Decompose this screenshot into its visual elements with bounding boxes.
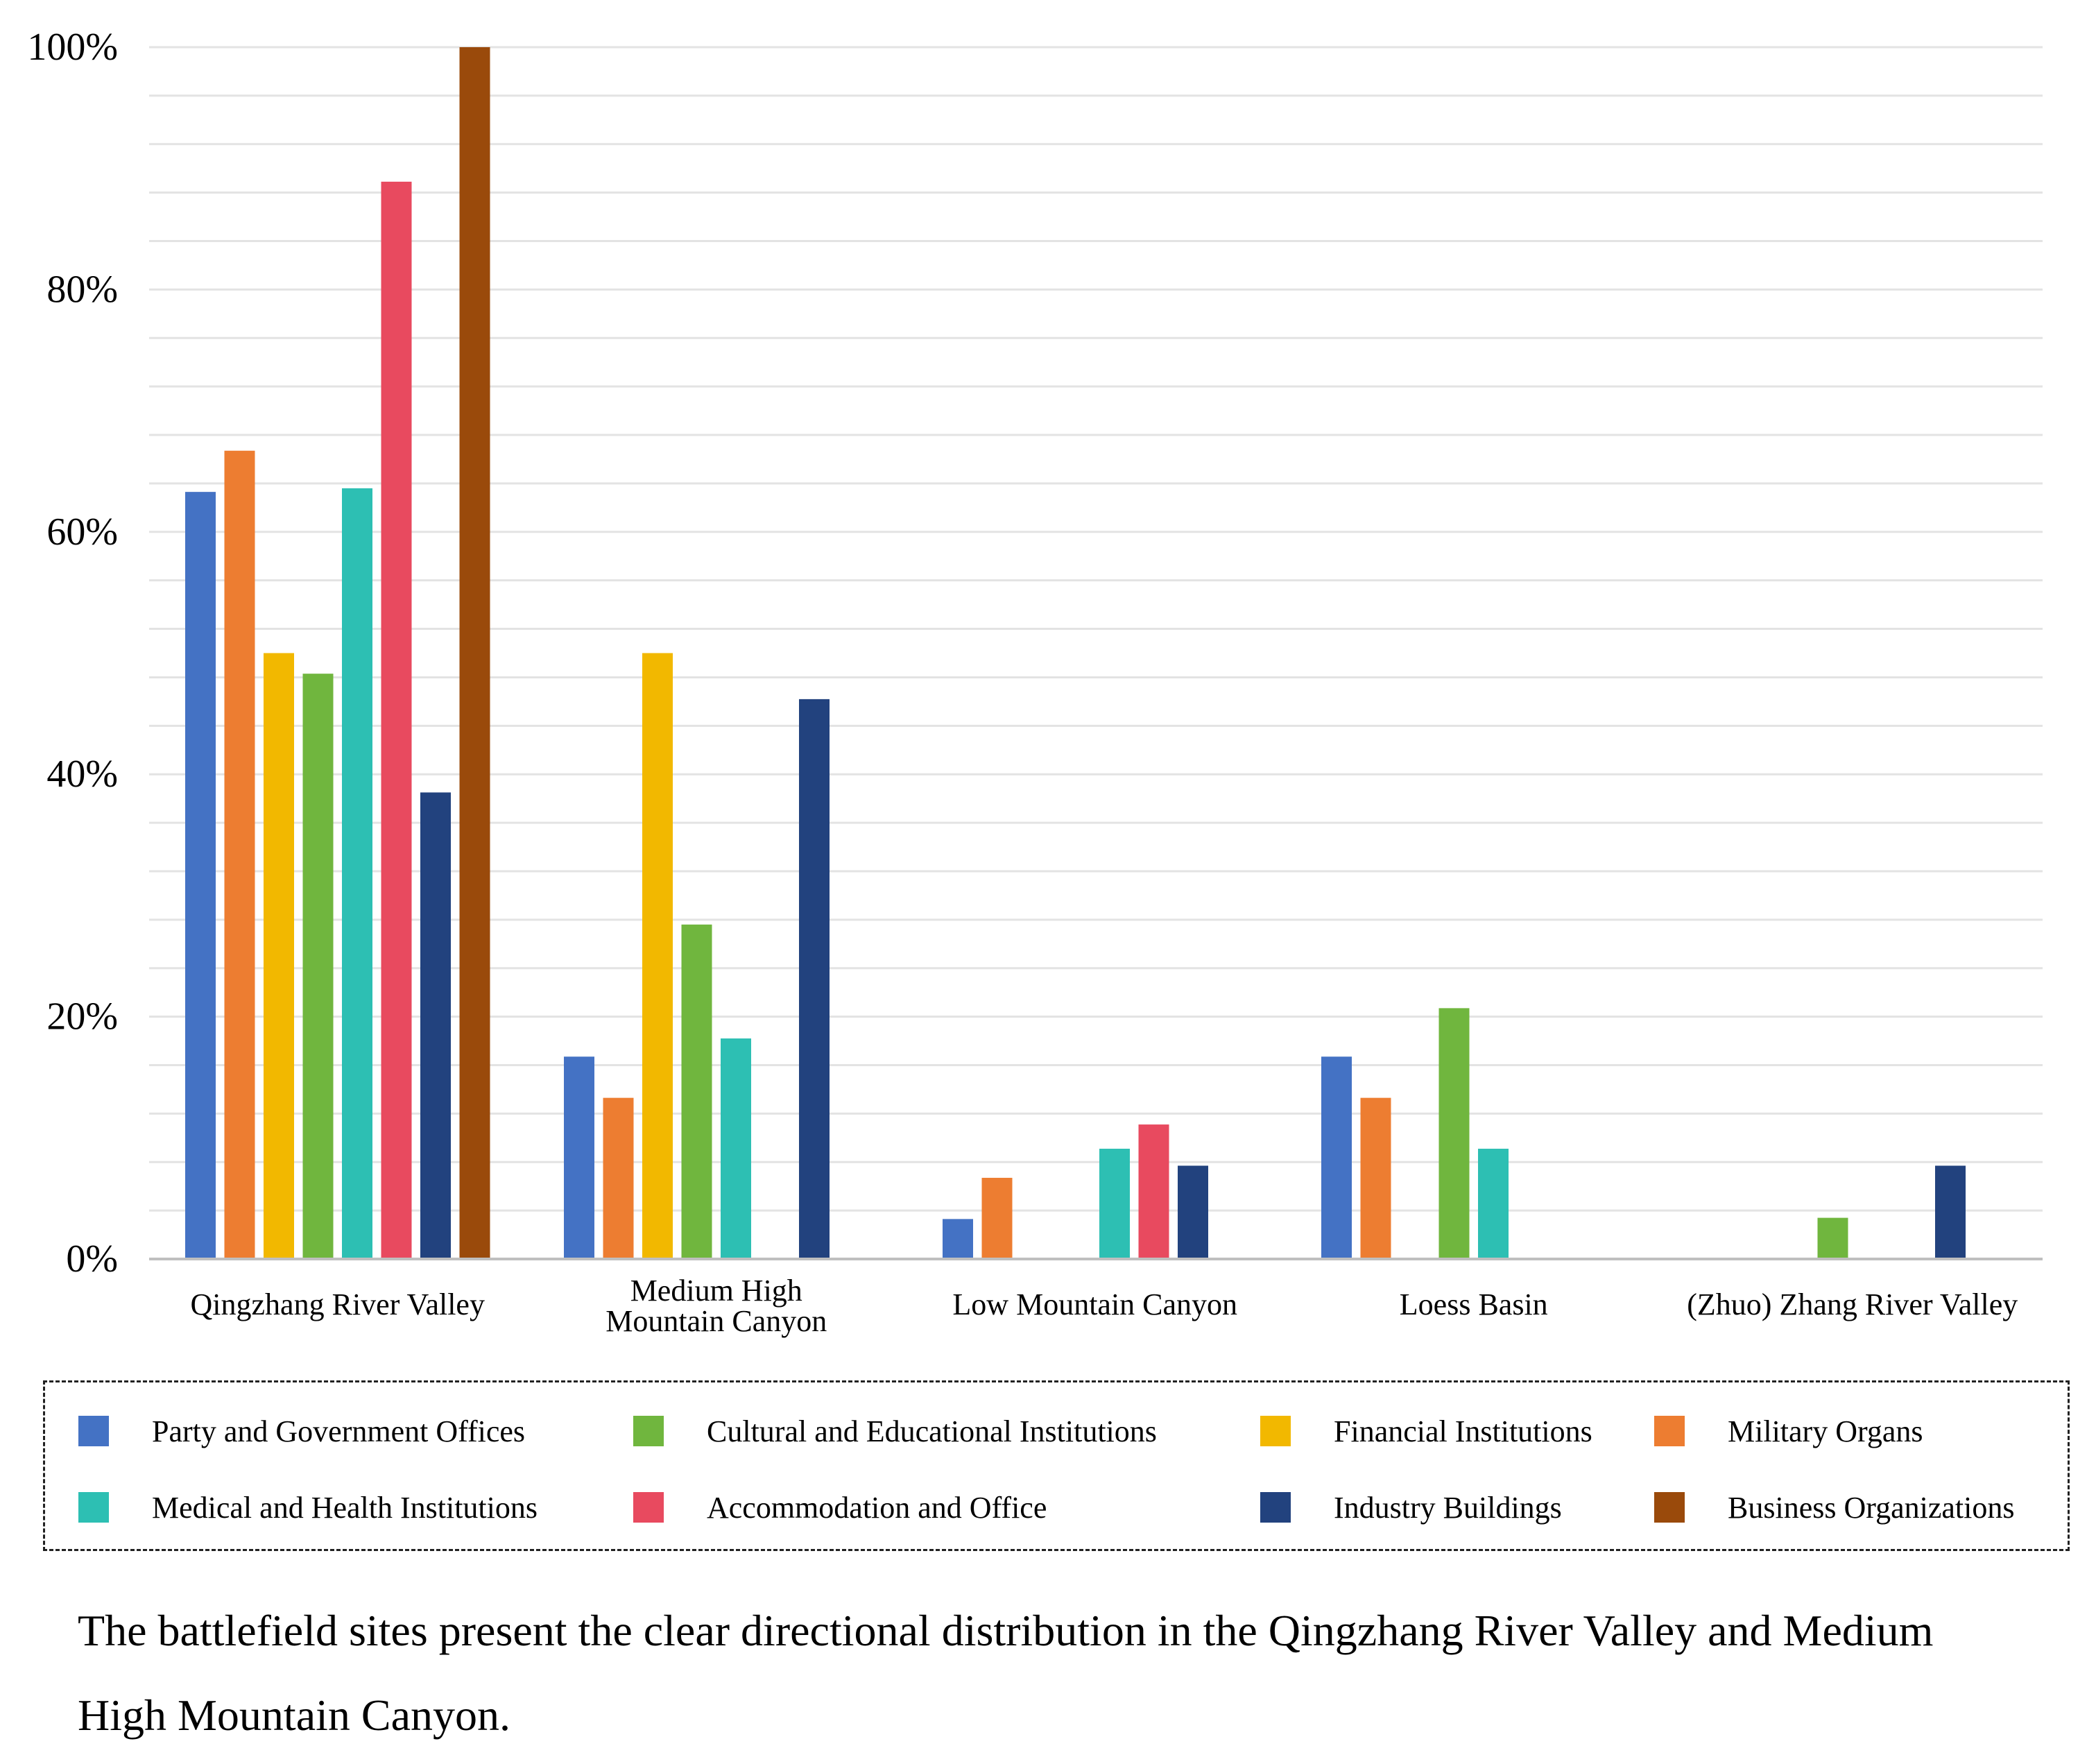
y-tick-label: 0% [66,1238,118,1281]
legend-label: Military Organs [1728,1414,1923,1448]
legend-label: Accommodation and Office [707,1490,1047,1525]
legend-item: Business Organizations [1654,1487,2015,1528]
bar [721,1038,751,1259]
legend-item: Financial Institutions [1260,1410,1592,1452]
legend-swatch [78,1416,109,1446]
bars [185,47,1966,1260]
bar [1438,1008,1470,1259]
bar [1178,1165,1208,1259]
bar [564,1056,594,1259]
bar [224,450,255,1259]
legend-label: Party and Government Offices [152,1414,526,1448]
bar [799,699,830,1259]
bar [642,653,673,1259]
bar [1935,1165,1966,1259]
y-tick-label: 60% [46,511,118,554]
bar [302,674,334,1259]
bar [981,1177,1013,1259]
legend-item: Party and Government Offices [78,1410,525,1452]
bar-chart: 0% 20% 40% 60% 80% 100% Qingzhang River Valle… [27,26,2043,1338]
bar [681,924,712,1259]
legend-item: Military Organs [1654,1410,1923,1452]
bar [1099,1149,1130,1259]
bar [1138,1124,1169,1259]
x-category-label: Qingzhang River Valley [191,1287,485,1321]
x-category-label: Loess Basin [1400,1287,1548,1321]
legend-label: Industry Buildings [1334,1490,1562,1525]
legend-swatch [633,1492,664,1523]
bar [1478,1149,1509,1259]
legend-swatch [78,1492,109,1523]
bar [459,47,490,1259]
legend-item: Medical and Health Institutions [78,1487,538,1528]
legend-swatch [1260,1416,1291,1446]
legend-label: Business Organizations [1728,1490,2015,1525]
y-tick-label: 100% [27,26,118,69]
x-category-label: (Zhuo) Zhang River Valley [1687,1287,2018,1321]
x-category-label: Medium High Mountain Canyon [605,1274,827,1338]
legend-label: Medical and Health Institutions [152,1490,538,1525]
y-tick-label: 80% [46,268,118,311]
figure-caption: The battlefield sites present the clear … [78,1606,1934,1740]
bar [185,492,216,1260]
y-tick-labels: 0% 20% 40% 60% 80% 100% [27,26,118,1281]
legend-label: Financial Institutions [1334,1414,1592,1448]
legend-item: Cultural and Educational Institutions [633,1410,1157,1452]
y-tick-label: 40% [46,753,118,796]
bar [420,792,451,1259]
x-category-label: Low Mountain Canyon [952,1287,1237,1321]
bar [1360,1097,1391,1259]
bar [603,1097,634,1259]
bar [1817,1217,1848,1259]
legend-swatch [1260,1492,1291,1523]
legend-item: Industry Buildings [1260,1487,1562,1528]
bar [264,653,294,1259]
legend-label: Cultural and Educational Institutions [707,1414,1157,1448]
y-tick-label: 20% [46,995,118,1038]
bar [381,181,412,1259]
bar [342,488,372,1260]
bar [1321,1056,1352,1259]
chart-area: 0% 20% 40% 60% 80% 100% Qingzhang River Valle… [27,26,2043,1338]
legend-item: Accommodation and Office [633,1487,1047,1528]
x-category-labels: Qingzhang River Valley Medium High Mountai… [191,1274,2018,1338]
legend-swatch [633,1416,664,1446]
bar [943,1219,973,1259]
legend-swatch [1654,1492,1685,1523]
legend: Party and Government Offices Cultural and… [43,1380,2070,1551]
legend-swatch [1654,1416,1685,1446]
